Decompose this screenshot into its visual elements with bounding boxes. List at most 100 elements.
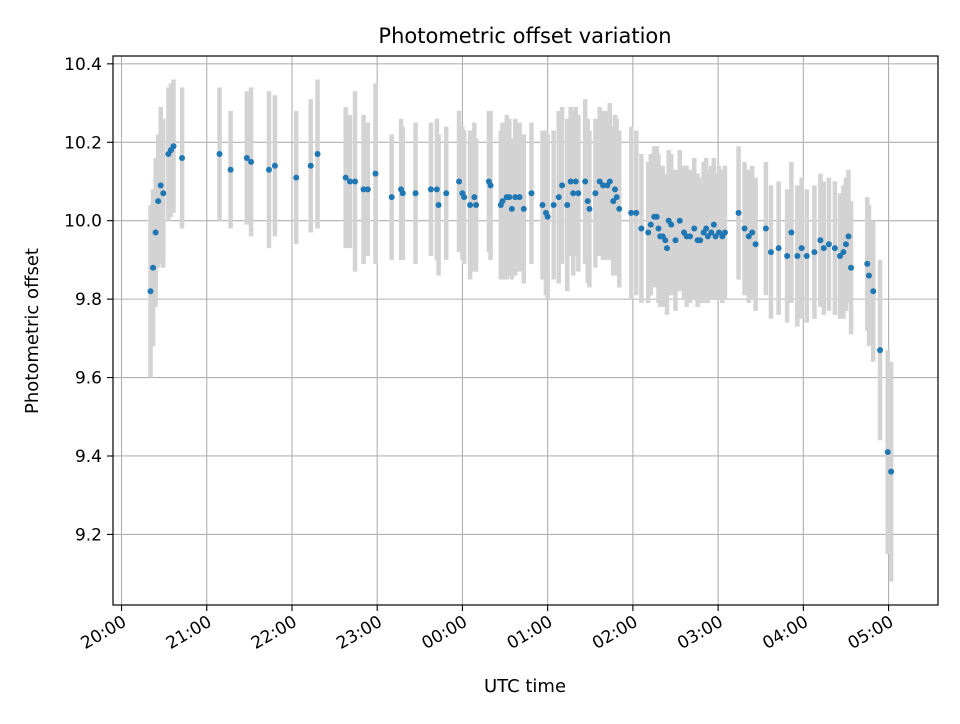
data-point (842, 241, 849, 248)
data-point (848, 264, 855, 271)
data-point (811, 249, 818, 256)
data-point (293, 174, 300, 181)
y-tick-label: 10.2 (64, 133, 102, 153)
data-point (456, 178, 463, 185)
data-point (836, 252, 843, 259)
plot-frame (112, 55, 939, 606)
data-point (845, 233, 852, 240)
data-point (160, 190, 167, 197)
data-point (721, 229, 728, 236)
data-point (741, 225, 748, 232)
data-point (697, 237, 704, 244)
data-point (520, 205, 527, 212)
data-point (314, 151, 321, 158)
chart-title: Photometric offset variation (378, 24, 671, 48)
data-point (412, 190, 419, 197)
data-point (582, 178, 589, 185)
data-point (745, 233, 752, 240)
data-point (704, 233, 711, 240)
data-point (691, 225, 698, 232)
data-point (508, 205, 515, 212)
data-point (473, 202, 480, 209)
data-point (715, 229, 722, 236)
data-point (271, 162, 278, 169)
data-point (703, 225, 710, 232)
data-point (820, 245, 827, 252)
data-point (600, 182, 607, 189)
data-point (710, 221, 717, 228)
data-point (346, 178, 353, 185)
data-point (544, 213, 551, 220)
data-point (592, 190, 599, 197)
x-tick-label: 04:00 (759, 612, 811, 654)
data-point (749, 229, 756, 236)
data-point (613, 194, 620, 201)
data-point (798, 245, 805, 252)
data-point (342, 174, 349, 181)
data-point (825, 241, 832, 248)
data-point (427, 186, 434, 193)
data-point (662, 237, 669, 244)
data-point (870, 288, 877, 295)
data-point (610, 198, 617, 205)
data-point (157, 182, 164, 189)
data-point (647, 221, 654, 228)
data-point (216, 151, 223, 158)
data-point (775, 245, 782, 252)
data-point (633, 209, 640, 216)
data-point (611, 186, 618, 193)
data-point (555, 194, 562, 201)
data-point (227, 166, 234, 173)
data-point (672, 237, 679, 244)
point-layer (147, 143, 895, 475)
data-point (584, 198, 591, 205)
data-point (360, 186, 367, 193)
y-tick-label: 10.0 (64, 212, 102, 232)
y-tick-label: 9.8 (75, 290, 102, 310)
data-point (170, 143, 177, 150)
data-point (655, 225, 662, 232)
data-point (307, 162, 314, 169)
data-point (735, 209, 742, 216)
data-point (762, 225, 769, 232)
data-point (817, 237, 824, 244)
data-point (550, 202, 557, 209)
data-point (831, 245, 838, 252)
data-point (596, 178, 603, 185)
data-point (586, 205, 593, 212)
data-point (248, 158, 255, 165)
data-point (499, 198, 506, 205)
data-point (443, 190, 450, 197)
x-tick-label: 01:00 (504, 612, 556, 654)
data-point (539, 202, 546, 209)
x-axis-ticks: 20:00 21:00 22:00 23:00 00:00 01:00 02:00 03:00… (78, 605, 897, 654)
x-tick-label: 02:00 (589, 612, 641, 654)
data-point (352, 178, 359, 185)
data-point (564, 202, 571, 209)
x-tick-label: 22:00 (248, 612, 300, 654)
data-point (606, 178, 613, 185)
y-axis-ticks: 9.2 9.4 9.6 9.8 10.0 10.2 10.4 (64, 55, 113, 545)
y-tick-label: 9.2 (75, 525, 102, 545)
data-point (570, 190, 577, 197)
y-axis-label: Photometric offset (22, 248, 43, 414)
data-point (616, 205, 623, 212)
y-tick-label: 9.6 (75, 369, 102, 389)
data-point (506, 194, 513, 201)
data-point (645, 229, 652, 236)
data-point (752, 241, 759, 248)
x-tick-label: 20:00 (78, 612, 130, 654)
data-point (152, 229, 159, 236)
x-tick-label: 00:00 (418, 612, 470, 654)
data-point (788, 229, 795, 236)
data-point (467, 202, 474, 209)
y-tick-label: 10.4 (64, 55, 102, 75)
data-point (179, 154, 186, 161)
data-point (528, 190, 535, 197)
data-point (784, 252, 791, 259)
y-tick-label: 9.4 (75, 447, 102, 467)
data-point (567, 178, 574, 185)
data-point (487, 182, 494, 189)
